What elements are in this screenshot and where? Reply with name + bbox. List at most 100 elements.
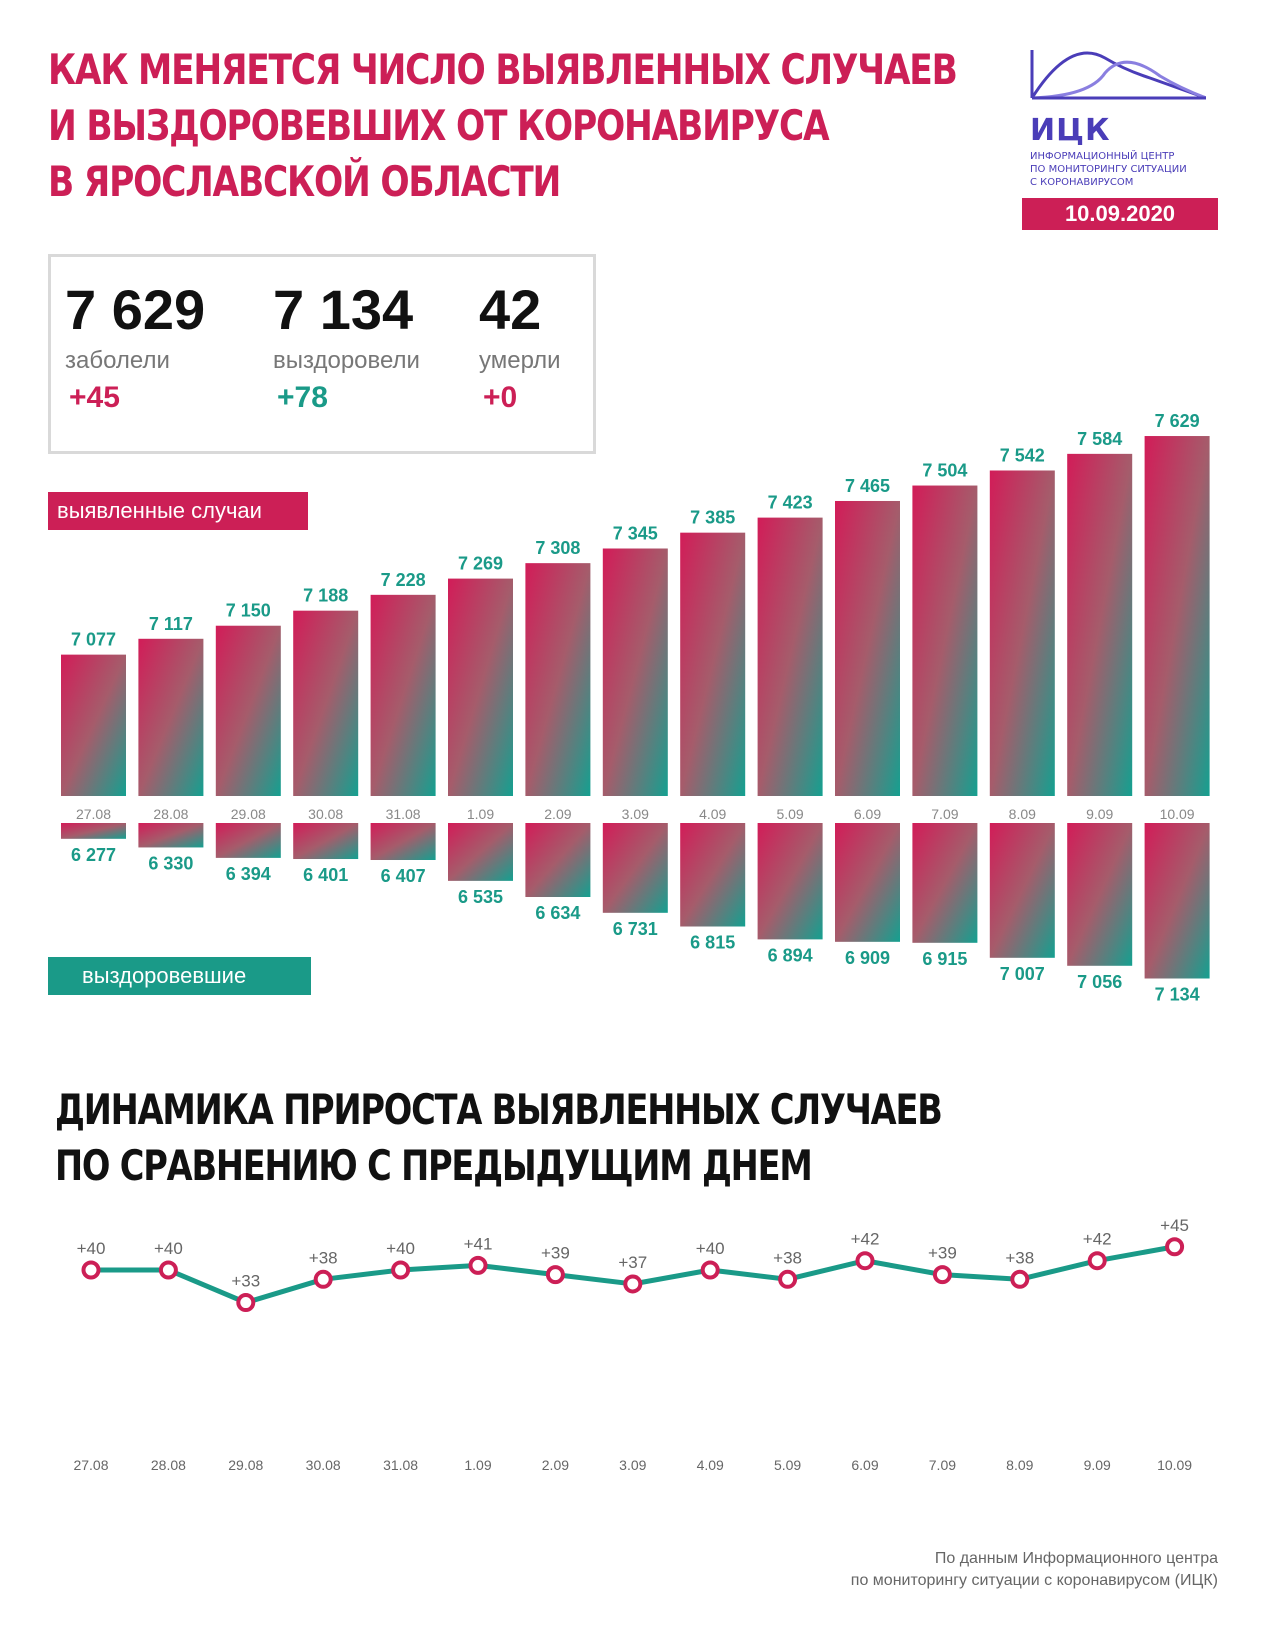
x-tick-label: 29.08 bbox=[228, 1457, 263, 1473]
x-tick-label: 28.08 bbox=[153, 806, 188, 822]
bar-recovered-label: 6 394 bbox=[226, 864, 271, 884]
bar-recovered-label: 6 915 bbox=[922, 949, 967, 969]
growth-point-label: +40 bbox=[386, 1239, 415, 1258]
growth-point-label: +40 bbox=[77, 1239, 106, 1258]
stat-recovered-delta: +78 bbox=[277, 381, 328, 414]
bar-recovered bbox=[602, 823, 668, 913]
bar-cases-label: 7 584 bbox=[1077, 429, 1122, 449]
x-tick-label: 2.09 bbox=[542, 1457, 569, 1473]
stat-recovered: 7 134 выздоровели +78 bbox=[273, 279, 420, 415]
x-tick-label: 10.09 bbox=[1160, 806, 1195, 822]
stat-cases-delta: +45 bbox=[69, 381, 120, 414]
bar-cases bbox=[448, 578, 513, 796]
x-tick-label: 7.09 bbox=[931, 806, 958, 822]
logo-subtitle-line: С КОРОНАВИРУСОМ bbox=[1030, 177, 1134, 188]
growth-point bbox=[932, 1265, 952, 1285]
growth-point bbox=[1087, 1251, 1107, 1271]
x-tick-label: 30.08 bbox=[308, 806, 343, 822]
bar-recovered bbox=[757, 823, 823, 940]
bar-recovered bbox=[1144, 823, 1210, 979]
x-tick-label: 10.09 bbox=[1157, 1457, 1192, 1473]
line-chart-title-line-2: ПО СРАВНЕНИЮ С ПРЕДЫДУЩИМ ДНЕМ bbox=[55, 1141, 813, 1190]
stat-recovered-value: 7 134 bbox=[273, 278, 414, 341]
bar-recovered-label: 6 894 bbox=[768, 945, 813, 965]
growth-point bbox=[700, 1260, 720, 1280]
bar-cases-label: 7 269 bbox=[458, 554, 503, 574]
x-tick-label: 5.09 bbox=[774, 1457, 801, 1473]
growth-point bbox=[855, 1251, 875, 1271]
growth-point bbox=[236, 1293, 256, 1313]
growth-point-label: +41 bbox=[464, 1234, 493, 1253]
x-tick-label: 29.08 bbox=[231, 806, 266, 822]
bar-recovered bbox=[370, 823, 436, 861]
bar-cases-label: 7 117 bbox=[149, 614, 193, 634]
stat-cases-value: 7 629 bbox=[65, 278, 206, 341]
x-tick-label: 6.09 bbox=[854, 806, 881, 822]
line-chart-title-line-1: ДИНАМИКА ПРИРОСТА ВЫЯВЛЕННЫХ СЛУЧАЕВ bbox=[55, 1085, 943, 1134]
x-tick-label: 7.09 bbox=[929, 1457, 956, 1473]
logo-subtitle-line: ИНФОРМАЦИОННЫЙ ЦЕНТР bbox=[1030, 151, 1175, 162]
growth-point bbox=[468, 1255, 488, 1275]
x-tick-label: 1.09 bbox=[467, 806, 494, 822]
growth-point-label: +38 bbox=[773, 1248, 802, 1267]
bar-cases-label: 7 385 bbox=[690, 508, 735, 528]
growth-point-label: +40 bbox=[154, 1239, 183, 1258]
growth-point bbox=[81, 1260, 101, 1280]
x-tick-label: 30.08 bbox=[306, 1457, 341, 1473]
bar-cases-label: 7 423 bbox=[768, 493, 813, 513]
bar-recovered-label: 7 134 bbox=[1155, 985, 1200, 1005]
x-tick-label: 9.09 bbox=[1086, 806, 1113, 822]
bar-cases-label: 7 188 bbox=[303, 586, 348, 606]
stat-recovered-label: выздоровели bbox=[273, 347, 420, 374]
x-tick-label: 28.08 bbox=[151, 1457, 186, 1473]
bar-recovered bbox=[138, 823, 204, 848]
bar-recovered-label: 6 407 bbox=[381, 866, 426, 886]
bar-recovered-label: 6 401 bbox=[303, 865, 348, 885]
growth-point bbox=[313, 1269, 333, 1289]
bar-cases bbox=[1067, 453, 1133, 796]
bar-cases bbox=[602, 548, 668, 796]
bar-cases bbox=[757, 517, 823, 796]
bar-cases-label: 7 504 bbox=[922, 461, 967, 481]
x-tick-label: 27.08 bbox=[73, 1457, 108, 1473]
growth-point bbox=[391, 1260, 411, 1280]
stat-deaths-label: умерли bbox=[479, 347, 561, 374]
growth-point-label: +39 bbox=[541, 1244, 570, 1263]
growth-point-label: +42 bbox=[1083, 1230, 1112, 1249]
legend-cases: выявленные случаи bbox=[48, 492, 308, 530]
bar-cases-label: 7 228 bbox=[381, 570, 426, 590]
stat-deaths-delta: +0 bbox=[483, 381, 518, 414]
x-tick-label: 1.09 bbox=[464, 1457, 491, 1473]
page-title: КАК МЕНЯЕТСЯ ЧИСЛО ВЫЯВЛЕННЫХ СЛУЧАЕВ И … bbox=[48, 42, 958, 210]
bar-recovered-label: 7 007 bbox=[1000, 964, 1045, 984]
bar-recovered bbox=[525, 823, 591, 898]
bar-recovered-label: 6 277 bbox=[71, 845, 116, 865]
growth-point-label: +38 bbox=[1005, 1248, 1034, 1267]
growth-point bbox=[1165, 1237, 1185, 1257]
growth-point bbox=[545, 1265, 565, 1285]
x-tick-label: 27.08 bbox=[76, 806, 111, 822]
bar-recovered bbox=[293, 823, 359, 860]
title-line-1: КАК МЕНЯЕТСЯ ЧИСЛО ВЫЯВЛЕННЫХ СЛУЧАЕВ bbox=[48, 45, 958, 94]
bar-recovered bbox=[989, 823, 1055, 958]
bar-cases-label: 7 542 bbox=[1000, 445, 1045, 465]
x-tick-label: 8.09 bbox=[1009, 806, 1036, 822]
bar-cases-label: 7 150 bbox=[226, 601, 271, 621]
x-tick-label: 3.09 bbox=[619, 1457, 646, 1473]
growth-point-label: +40 bbox=[696, 1239, 725, 1258]
bar-recovered bbox=[1067, 823, 1133, 966]
bar-cases bbox=[680, 532, 746, 796]
bar-cases bbox=[215, 625, 281, 796]
bar-recovered bbox=[912, 823, 978, 943]
bar-recovered bbox=[448, 823, 513, 881]
bar-recovered-label: 7 056 bbox=[1077, 972, 1122, 992]
x-tick-label: 8.09 bbox=[1006, 1457, 1033, 1473]
bar-cases bbox=[835, 500, 900, 796]
x-tick-label: 3.09 bbox=[622, 806, 649, 822]
x-tick-label: 6.09 bbox=[851, 1457, 878, 1473]
growth-point-label: +39 bbox=[928, 1244, 957, 1263]
footer-line: По данным Информационного центра bbox=[934, 1550, 1218, 1567]
bar-recovered-label: 6 909 bbox=[845, 948, 890, 968]
x-tick-label: 31.08 bbox=[383, 1457, 418, 1473]
growth-point bbox=[1010, 1269, 1030, 1289]
